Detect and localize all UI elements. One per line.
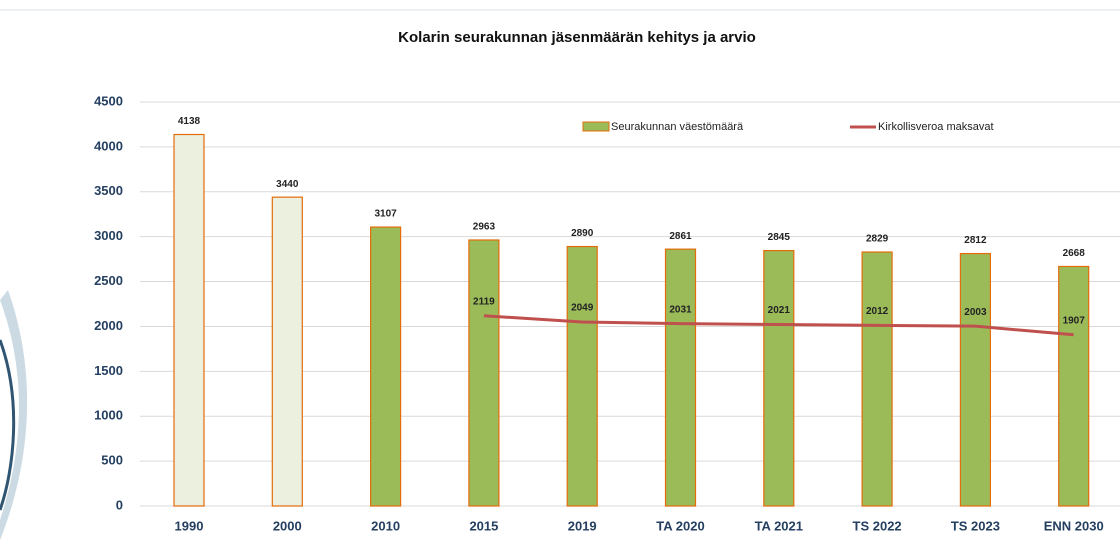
x-tick-label: 2015 (469, 518, 498, 533)
legend-swatch (582, 121, 610, 132)
data-label: 3107 (374, 209, 397, 220)
x-tick-label: 2000 (273, 518, 302, 533)
bar (664, 248, 697, 507)
x-tick-label: 2019 (568, 518, 597, 533)
y-tick-label: 2500 (94, 273, 123, 288)
bar (566, 245, 598, 507)
data-label: 4138 (178, 116, 201, 127)
bar (271, 196, 303, 507)
legend-label: Kirkollisveroa maksavat (878, 121, 994, 133)
y-tick-label: 1000 (94, 408, 123, 423)
y-tick-label: 3500 (94, 183, 123, 198)
chart-title: Kolarin seurakunnan jäsenmäärän kehitys … (398, 29, 756, 46)
data-label: 2812 (964, 235, 987, 246)
x-tick-label: TS 2022 (853, 518, 902, 533)
y-tick-label: 500 (101, 453, 123, 468)
data-label: 2003 (964, 307, 987, 318)
y-tick-label: 3000 (94, 228, 123, 243)
x-tick-label: ENN 2030 (1044, 518, 1104, 533)
y-tick-label: 1500 (94, 363, 123, 378)
y-tick-label: 4500 (94, 93, 123, 108)
data-label: 2845 (768, 232, 791, 243)
decoration (0, 339, 16, 511)
data-label: 2890 (571, 228, 594, 239)
bar (861, 251, 893, 507)
data-label: 2963 (473, 222, 496, 233)
legend-label: Seurakunnan väestömäärä (611, 121, 744, 133)
bar (959, 252, 992, 507)
data-label: 2021 (768, 305, 791, 316)
bar (763, 249, 795, 507)
data-label: 2049 (571, 303, 594, 314)
data-label: 2668 (1063, 248, 1086, 259)
data-label: 2012 (866, 306, 889, 317)
data-label: 2031 (669, 304, 692, 315)
data-label: 3440 (276, 179, 299, 190)
data-label: 1907 (1063, 315, 1086, 326)
x-tick-label: TA 2021 (755, 518, 803, 533)
data-label: 2829 (866, 234, 889, 245)
line (483, 314, 1074, 337)
decoration (0, 290, 28, 540)
y-tick-label: 2000 (94, 318, 123, 333)
bar (370, 226, 402, 507)
data-label: 2861 (669, 231, 692, 242)
x-tick-label: TA 2020 (656, 518, 704, 533)
x-tick-label: TS 2023 (951, 518, 1000, 533)
bar (468, 239, 500, 507)
y-tick-label: 0 (116, 497, 123, 512)
data-label: 2119 (473, 296, 495, 307)
y-tick-label: 4000 (94, 138, 123, 153)
bar (173, 133, 205, 507)
bar (1058, 265, 1090, 507)
x-tick-label: 2010 (371, 518, 400, 533)
x-tick-label: 1990 (175, 518, 204, 533)
